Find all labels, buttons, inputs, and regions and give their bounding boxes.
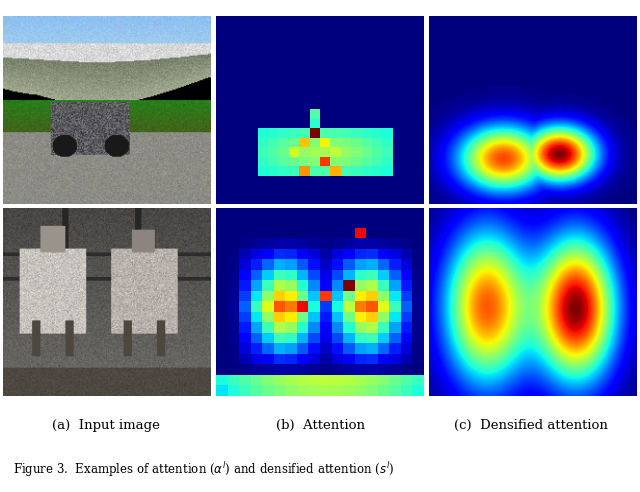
Text: (c)  Densified attention: (c) Densified attention [454, 419, 608, 432]
Text: (b)  Attention: (b) Attention [275, 419, 365, 432]
Text: Figure 3.  Examples of attention ($\alpha^l$) and densified attention ($s^l$): Figure 3. Examples of attention ($\alpha… [13, 461, 394, 479]
Text: (a)  Input image: (a) Input image [52, 419, 159, 432]
